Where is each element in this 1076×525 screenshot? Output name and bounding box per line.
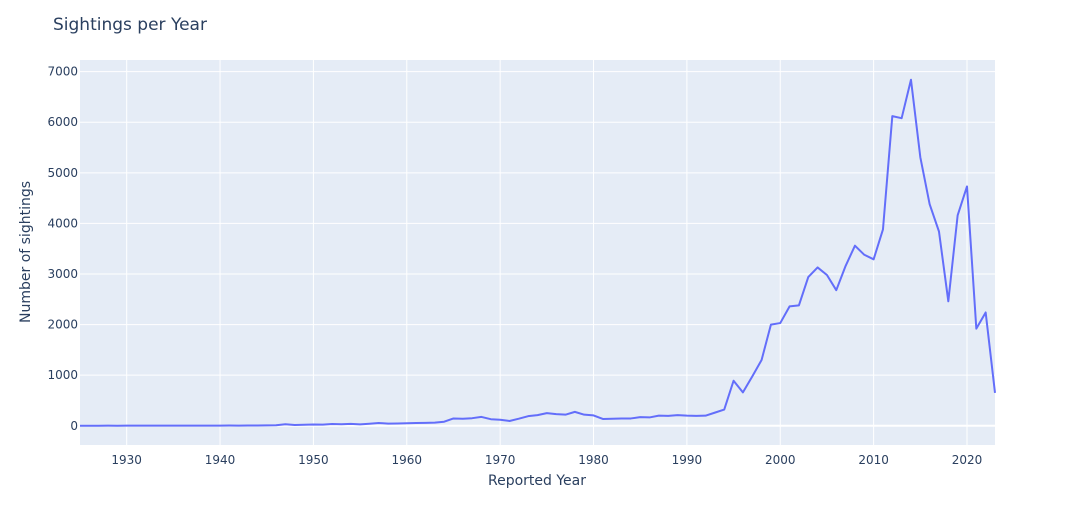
x-tick-labels: 1930 1940 1950 1960 1970 1980 1990 2000 2010 2020 — [111, 453, 982, 467]
series-line — [80, 78, 996, 427]
y-tick-label: 2000 — [47, 318, 78, 332]
x-tick-label: 1970 — [485, 453, 516, 467]
x-tick-label: 2000 — [765, 453, 796, 467]
x-axis-title: Reported Year — [488, 473, 586, 489]
x-gridlines — [126, 60, 968, 445]
x-tick-label: 1940 — [205, 453, 236, 467]
x-tick-label: 1980 — [578, 453, 609, 467]
x-tick-label: 1930 — [111, 453, 142, 467]
y-tick-labels: 0 1000 2000 3000 4000 5000 6000 7000 — [47, 65, 78, 433]
chart-title: Sightings per Year — [53, 15, 207, 35]
y-tick-label: 5000 — [47, 166, 78, 180]
x-tick-label: 2020 — [952, 453, 983, 467]
x-tick-label: 1950 — [298, 453, 329, 467]
plot-background — [80, 60, 995, 445]
y-tick-label: 0 — [70, 419, 78, 433]
x-tick-label: 2010 — [858, 453, 889, 467]
y-tick-label: 6000 — [47, 115, 78, 129]
y-tick-label: 4000 — [47, 216, 78, 230]
x-tick-label: 1960 — [392, 453, 423, 467]
series-layer — [80, 78, 996, 427]
y-tick-label: 7000 — [47, 65, 78, 79]
x-tick-label: 1990 — [672, 453, 703, 467]
y-axis-title: Number of sightings — [18, 181, 34, 323]
y-tick-label: 3000 — [47, 267, 78, 281]
y-tick-label: 1000 — [47, 368, 78, 382]
